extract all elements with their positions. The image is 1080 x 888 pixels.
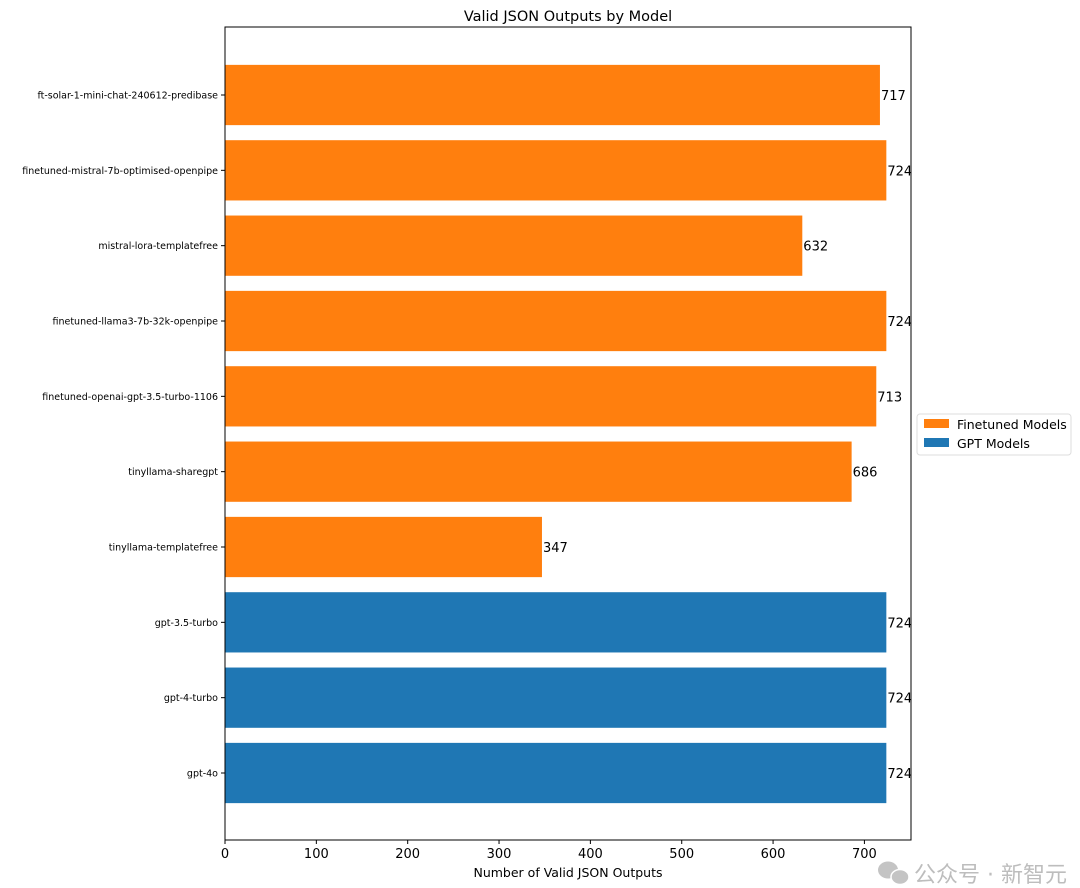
bars-group: 717 724 632 724 713 686 347 724 724 724 (225, 64, 912, 804)
y-tick-label: tinyllama-sharegpt (128, 467, 218, 478)
bar-finetuned-llama3-7b-32k-openpipe (225, 290, 887, 352)
y-tick-labels: ft-solar-1-mini-chat-240612-predibase fin… (22, 91, 225, 780)
y-tick-label: mistral-lora-templatefree (98, 241, 218, 252)
bar-tinyllama-templatefree (225, 516, 542, 578)
bar-gpt-4-turbo (225, 667, 887, 728)
bar-tinyllama-sharegpt (225, 441, 852, 502)
y-tick-label: gpt-4o (187, 769, 218, 780)
plot-frame (224, 26, 912, 841)
wechat-icon (878, 861, 910, 886)
legend-swatch-gpt (924, 438, 949, 447)
x-axis-label: Number of Valid JSON Outputs (473, 865, 662, 880)
bar-gpt-4o (225, 742, 887, 804)
x-tick-label: 300 (487, 847, 512, 862)
y-tick-label: finetuned-mistral-7b-optimised-openpipe (22, 166, 218, 177)
legend: Finetuned Models GPT Models (916, 413, 1072, 456)
legend-frame (916, 413, 1072, 456)
data-label: 724 (887, 164, 912, 179)
x-tick-label: 0 (221, 847, 229, 862)
watermark-text: 公众号 · 新智元 (914, 863, 1067, 888)
y-tick-label: finetuned-llama3-7b-32k-openpipe (52, 317, 218, 328)
data-label: 686 (853, 466, 878, 481)
x-tick-label: 500 (669, 847, 694, 862)
legend-label-finetuned: Finetuned Models (957, 417, 1067, 432)
chart-title: Valid JSON Outputs by Model (464, 9, 672, 25)
x-ticks: 0 100 200 300 400 500 600 700 (221, 840, 877, 862)
data-label: 713 (877, 390, 902, 405)
watermark: 公众号 · 新智元 (878, 861, 1067, 888)
y-tick-label: tinyllama-templatefree (109, 543, 218, 554)
x-tick-label: 200 (395, 847, 420, 862)
data-label: 724 (887, 692, 912, 707)
data-label: 717 (881, 89, 906, 104)
legend-label-gpt: GPT Models (957, 436, 1030, 451)
y-tick-label: gpt-4-turbo (164, 693, 218, 704)
data-label: 724 (887, 315, 912, 330)
y-tick-label: gpt-3.5-turbo (155, 618, 218, 629)
x-tick-label: 700 (852, 847, 877, 862)
bar-mistral-lora-templatefree (225, 215, 803, 276)
legend-swatch-finetuned (924, 419, 949, 428)
y-tick-label: ft-solar-1-mini-chat-240612-predibase (37, 91, 218, 102)
x-tick-label: 100 (304, 847, 329, 862)
data-label: 724 (887, 616, 912, 631)
data-label: 632 (803, 240, 828, 255)
bar-finetuned-mistral-7b-optimised-openpipe (225, 140, 887, 201)
x-tick-label: 600 (761, 847, 786, 862)
x-tick-label: 400 (578, 847, 603, 862)
data-label: 724 (887, 767, 912, 782)
bar-gpt-3.5-turbo (225, 592, 887, 653)
data-label: 347 (543, 541, 568, 556)
bar-ft-solar-1-mini-chat-240612-predibase (225, 64, 880, 126)
y-tick-label: finetuned-openai-gpt-3.5-turbo-1106 (42, 392, 218, 403)
bar-finetuned-openai-gpt-3.5-turbo-1106 (225, 366, 877, 427)
